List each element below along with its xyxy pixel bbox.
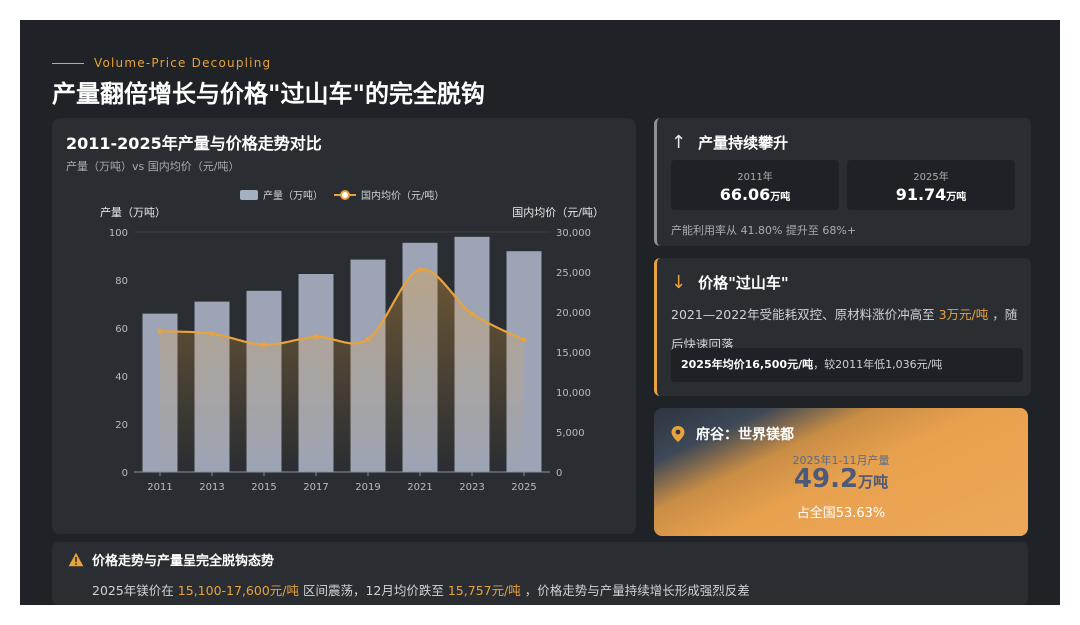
- y-axis-left-title: 产量（万吨）: [100, 205, 166, 219]
- note-december-price: 15,757元/吨: [447, 583, 521, 598]
- x-tick-label: 2015: [251, 482, 276, 493]
- y-tick-left: 80: [115, 276, 128, 287]
- price-point-2015: [261, 342, 267, 348]
- page-title: 产量翻倍增长与价格"过山车"的完全脱钩: [52, 80, 486, 108]
- fugu-number: 49.2: [793, 464, 859, 494]
- y-tick-left: 0: [122, 468, 128, 479]
- price-area: [160, 269, 524, 472]
- price-point-2017: [313, 334, 319, 340]
- arrow-up-icon: ↑: [671, 132, 687, 153]
- fugu-value: 49.2万吨: [654, 464, 1028, 494]
- fugu-unit: 万吨: [858, 473, 889, 491]
- x-tick-label: 2011: [147, 482, 172, 493]
- y-axis-right-title: 国内均价（元/吨）: [512, 205, 604, 219]
- price-point-2019: [365, 336, 371, 342]
- note-price-range: 15,100-17,600元/吨: [177, 583, 299, 598]
- price-line: [159, 268, 525, 346]
- stat-number: 91.74: [895, 185, 947, 204]
- price-foot-bold: 2025年均价16,500元/吨: [681, 358, 814, 371]
- note-part1: 2025年镁价在: [92, 583, 178, 598]
- price-point-2011: [157, 328, 163, 334]
- y-tick-right: 25,000: [556, 268, 591, 279]
- stat-box-2011: 2011年 66.06万吨: [671, 160, 839, 210]
- combo-chart: 产量（万吨） 国内均价（元/吨） 产量（万吨） 国内均价（元/吨） 0 20 40 60 80 1…: [100, 189, 604, 493]
- y-tick-left: 100: [109, 228, 128, 239]
- capacity-note: 产能利用率从 41.80% 提升至 68%+: [671, 224, 857, 237]
- x-tick-label: 2013: [199, 482, 224, 493]
- price-card-title: 价格"过山车": [698, 274, 789, 292]
- stat-box-2025: 2025年 91.74万吨: [847, 160, 1015, 210]
- note-header: 价格走势与产量呈完全脱钩态势: [68, 550, 274, 569]
- y-tick-right: 30,000: [556, 228, 591, 239]
- y-tick-right: 5,000: [556, 428, 585, 439]
- eyebrow: Volume-Price Decoupling: [52, 56, 271, 70]
- fugu-card: 府谷：世界镁都 2025年1-11月产量 49.2万吨 占全国53.63%: [654, 408, 1028, 536]
- stat-unit: 万吨: [946, 192, 967, 203]
- y-tick-right: 0: [556, 468, 562, 479]
- stat-number: 66.06: [719, 185, 771, 204]
- eyebrow-text: Volume-Price Decoupling: [94, 56, 272, 70]
- x-tick-label: 2021: [407, 482, 432, 493]
- price-peak: 3万元/吨: [938, 307, 989, 322]
- legend-bar-swatch: [240, 190, 258, 200]
- price-footnote: 2025年均价16,500元/吨，较2011年低1,036元/吨: [671, 348, 1023, 382]
- fugu-card-header: 府谷：世界镁都: [670, 424, 794, 444]
- price-text-before: 2021—2022年受能耗双控、原材料涨价冲高至: [671, 307, 939, 322]
- warning-icon: [68, 552, 84, 567]
- stat-unit: 万吨: [770, 192, 791, 203]
- chart-card: 2011-2025年产量与价格走势对比 产量（万吨）vs 国内均价（元/吨） 产…: [52, 118, 636, 534]
- y-tick-left: 40: [115, 372, 128, 383]
- arrow-down-icon: ↓: [671, 272, 687, 293]
- chart-subtitle: 产量（万吨）vs 国内均价（元/吨）: [66, 160, 240, 173]
- fugu-share: 占全国53.63%: [796, 506, 886, 521]
- legend-line-marker: [340, 190, 350, 200]
- eyebrow-line: [52, 62, 84, 64]
- price-card-header: ↓ 价格"过山车": [671, 272, 789, 293]
- price-point-2023: [469, 311, 475, 317]
- x-tick-label: 2023: [459, 482, 484, 493]
- stat-value: 91.74万吨: [847, 185, 1015, 204]
- fugu-subtitle: 2025年1-11月产量: [792, 454, 890, 467]
- note-text: 2025年镁价在 15,100-17,600元/吨 区间震荡，12月均价跌至 1…: [92, 580, 750, 599]
- legend-line-label: 国内均价（元/吨）: [361, 189, 444, 202]
- slide: Volume-Price Decoupling 产量翻倍增长与价格"过山车"的完…: [20, 20, 1060, 605]
- production-card: ↑ 产量持续攀升 2011年 66.06万吨 2025年 91.74万吨 产能利…: [654, 118, 1031, 246]
- y-tick-right: 10,000: [556, 388, 591, 399]
- note-title: 价格走势与产量呈完全脱钩态势: [92, 554, 275, 569]
- stat-year: 2025年: [913, 172, 949, 183]
- price-point-2025: [521, 337, 527, 343]
- price-point-2013: [209, 331, 215, 337]
- stat-value: 66.06万吨: [671, 185, 839, 204]
- production-card-title: 产量持续攀升: [698, 134, 789, 152]
- production-card-header: ↑ 产量持续攀升: [671, 132, 788, 153]
- note-card: 价格走势与产量呈完全脱钩态势 2025年镁价在 15,100-17,600元/吨…: [52, 542, 1028, 605]
- y-tick-right: 15,000: [556, 348, 591, 359]
- price-card: ↓ 价格"过山车" 2021—2022年受能耗双控、原材料涨价冲高至 3万元/吨…: [654, 258, 1031, 396]
- x-tick-label: 2025: [511, 482, 536, 493]
- location-pin-icon: [671, 426, 685, 442]
- chart-title: 2011-2025年产量与价格走势对比: [66, 134, 322, 153]
- x-tick-label: 2019: [355, 482, 380, 493]
- price-foot-rest: ，较2011年低1,036元/吨: [813, 358, 943, 371]
- x-tick-label: 2017: [303, 482, 328, 493]
- y-tick-left: 20: [115, 420, 128, 431]
- legend-bar-label: 产量（万吨）: [263, 189, 323, 202]
- fugu-card-title: 府谷：世界镁都: [696, 427, 794, 443]
- y-tick-left: 60: [115, 324, 128, 335]
- stat-year: 2011年: [737, 172, 773, 183]
- y-tick-right: 20,000: [556, 308, 591, 319]
- note-part3: ，价格走势与产量持续增长形成强烈反差: [520, 583, 750, 598]
- note-part2: 区间震荡，12月均价跌至: [299, 583, 448, 598]
- price-point-2021: [417, 267, 423, 273]
